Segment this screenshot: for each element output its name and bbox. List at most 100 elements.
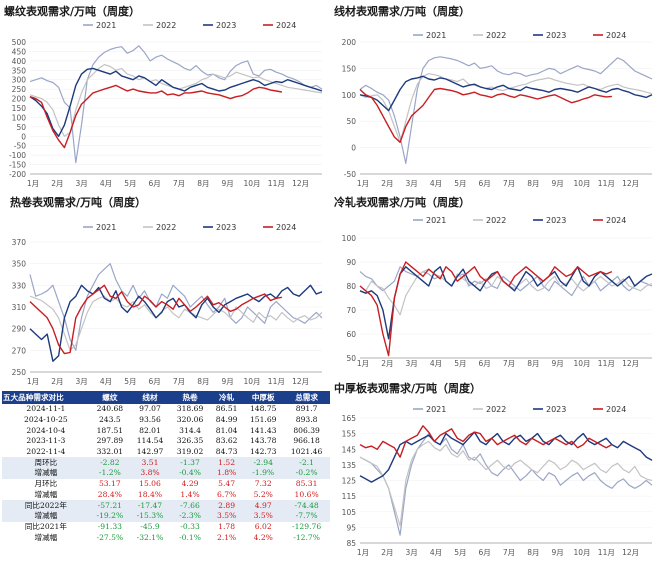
table-header: 总需求 [283, 391, 330, 404]
table-cell: 318.69 [176, 404, 204, 414]
table-row: 2023-11-3 297.89 114.54 326.35 83.62 143.78 96… [2, 436, 330, 447]
demand-comparison-table: 五大品种需求对比 螺纹 线材 热卷 冷轧 中厚板 总需求 2024-11-1 24… [2, 391, 330, 543]
table-row-label: 周环比 [2, 457, 90, 469]
table-row-label: 增减幅 [2, 468, 90, 479]
legend-label: 2023 [216, 21, 236, 30]
x-tick-label: 9月 [552, 548, 564, 557]
legend-label: 2023 [216, 223, 236, 232]
table-cell: 141.43 [249, 425, 277, 435]
x-tick-label: 1月 [27, 179, 39, 188]
x-tick-label: 10月 [573, 179, 590, 188]
legend-label: 2024 [276, 223, 296, 232]
table-row: 增减幅 28.4% 18.4% 1.4% 6.7% 5.2% 10.6% [2, 490, 330, 501]
table-cell: 3.51 [129, 457, 171, 469]
series-line-2021 [359, 432, 653, 536]
x-tick-label: 1月 [357, 548, 369, 557]
x-tick-label: 12月 [622, 179, 639, 188]
series-line-2024 [29, 84, 283, 149]
table-cell: 187.51 [96, 425, 124, 435]
series-line-2024 [29, 284, 283, 355]
x-tick-label: 10月 [243, 377, 260, 386]
series-line-2023 [29, 284, 323, 362]
y-tick-label: 400 [12, 57, 27, 66]
table-cell: 320.06 [176, 415, 204, 425]
table-row: 增减幅 -27.5% -32.1% -0.1% 2.1% 4.2% -12.7% [2, 532, 330, 543]
x-tick-label: 5月 [454, 179, 466, 188]
y-tick-label: 50 [16, 123, 26, 132]
legend-label: 2021 [96, 223, 116, 232]
table-row-label: 2022-11-4 [26, 447, 66, 457]
table-row-label: 同比2022年 [2, 500, 90, 511]
y-tick-label: 60 [346, 330, 356, 339]
x-tick-label: 2月 [381, 359, 393, 368]
y-tick-label: 330 [12, 281, 27, 290]
table-cell: -45.9 [140, 521, 160, 531]
legend-label: 2021 [426, 405, 446, 414]
x-tick-label: 10月 [573, 359, 590, 368]
chart-rebar: -200-150-100-500501001502002503003504004… [9, 21, 323, 188]
x-tick-label: 10月 [573, 548, 590, 557]
legend-label: 2022 [156, 223, 176, 232]
table-cell: -2.82 [89, 457, 130, 469]
table-cell: 3.5% [210, 510, 244, 522]
x-tick-label: 7月 [173, 179, 185, 188]
table-header: 冷轧 [210, 391, 244, 404]
x-tick-label: 3月 [76, 377, 88, 386]
table-cell: 893.8 [295, 415, 318, 425]
table-cell: -7.7% [283, 510, 330, 522]
series-line-2021 [359, 56, 653, 164]
table-row: 周环比 -2.82 3.51 -1.37 1.52 -2.94 -2.1 [2, 457, 330, 469]
chart-cold-rolled: 50 60 70 80 90 100 1月 2月 3月 4月 5月 6月 7月 8月 9月 10月 11月 12月… [342, 216, 653, 368]
table-cell: -1.37 [170, 457, 211, 469]
legend-label: 2024 [606, 216, 626, 225]
table-row: 同比2022年 -57.21 -17.47 -7.66 2.89 4.97 -74.48 [2, 500, 330, 511]
legend-label: 2023 [546, 405, 566, 414]
table-row-label: 增减幅 [2, 510, 90, 522]
table-row: 增减幅 -1.2% 3.8% -0.4% 1.8% -1.9% -0.2% [2, 468, 330, 479]
x-tick-label: 12月 [622, 548, 639, 557]
table-cell: 3.8% [129, 468, 171, 479]
x-tick-label: 12月 [292, 179, 309, 188]
table-cell: 332.01 [96, 447, 124, 457]
x-tick-label: 6月 [479, 548, 491, 557]
y-tick-label: 135 [342, 461, 357, 470]
x-tick-label: 11月 [598, 359, 615, 368]
table-cell: 2.1% [216, 532, 237, 542]
table-cell: 142.97 [136, 447, 164, 457]
y-tick-label: 200 [342, 38, 357, 47]
table-cell: 1021.46 [290, 447, 323, 457]
legend-label: 2022 [486, 405, 506, 414]
table-cell: 84.73 [215, 447, 238, 457]
y-tick-label: 270 [12, 346, 27, 355]
table-cell: 142.73 [249, 447, 277, 457]
x-tick-label: 2月 [381, 179, 393, 188]
table-cell: 966.18 [293, 436, 320, 446]
table-cell: 82.01 [139, 425, 161, 435]
legend-label: 2021 [96, 21, 116, 30]
table-cell: -1.2% [89, 468, 130, 479]
table-cell: 84.99 [215, 415, 238, 425]
legend-label: 2023 [546, 216, 566, 225]
table-cell: 28.4% [97, 489, 122, 499]
y-tick-label: 150 [342, 64, 357, 73]
table-cell: 53.17 [98, 479, 121, 489]
table-cell: -2.3% [170, 510, 211, 522]
x-tick-label: 11月 [268, 179, 285, 188]
table-cell: -17.47 [129, 500, 171, 511]
table-cell: 15.06 [139, 479, 161, 489]
series-line-2021 [29, 45, 323, 164]
y-tick-label: 500 [12, 38, 27, 47]
x-tick-label: 4月 [430, 359, 442, 368]
table-row: 增减幅 -19.2% -15.3% -2.3% 3.5% 3.5% -7.7% [2, 510, 330, 522]
table-cell: 806.39 [293, 425, 320, 435]
table-row: 2022-11-4 332.01 142.97 319.02 84.73 142.73 10… [2, 447, 330, 458]
table-row-label: 增减幅 [34, 489, 58, 499]
x-tick-label: 6月 [479, 359, 491, 368]
y-tick-label: 95 [346, 523, 356, 532]
series-line-2022 [359, 440, 653, 527]
y-tick-label: -100 [9, 151, 26, 160]
x-tick-label: 8月 [527, 359, 539, 368]
chart-title-medium-plate: 中厚板表观需求/万吨（周度） [334, 382, 482, 395]
x-tick-label: 12月 [622, 359, 639, 368]
y-tick-label: 50 [346, 117, 356, 126]
